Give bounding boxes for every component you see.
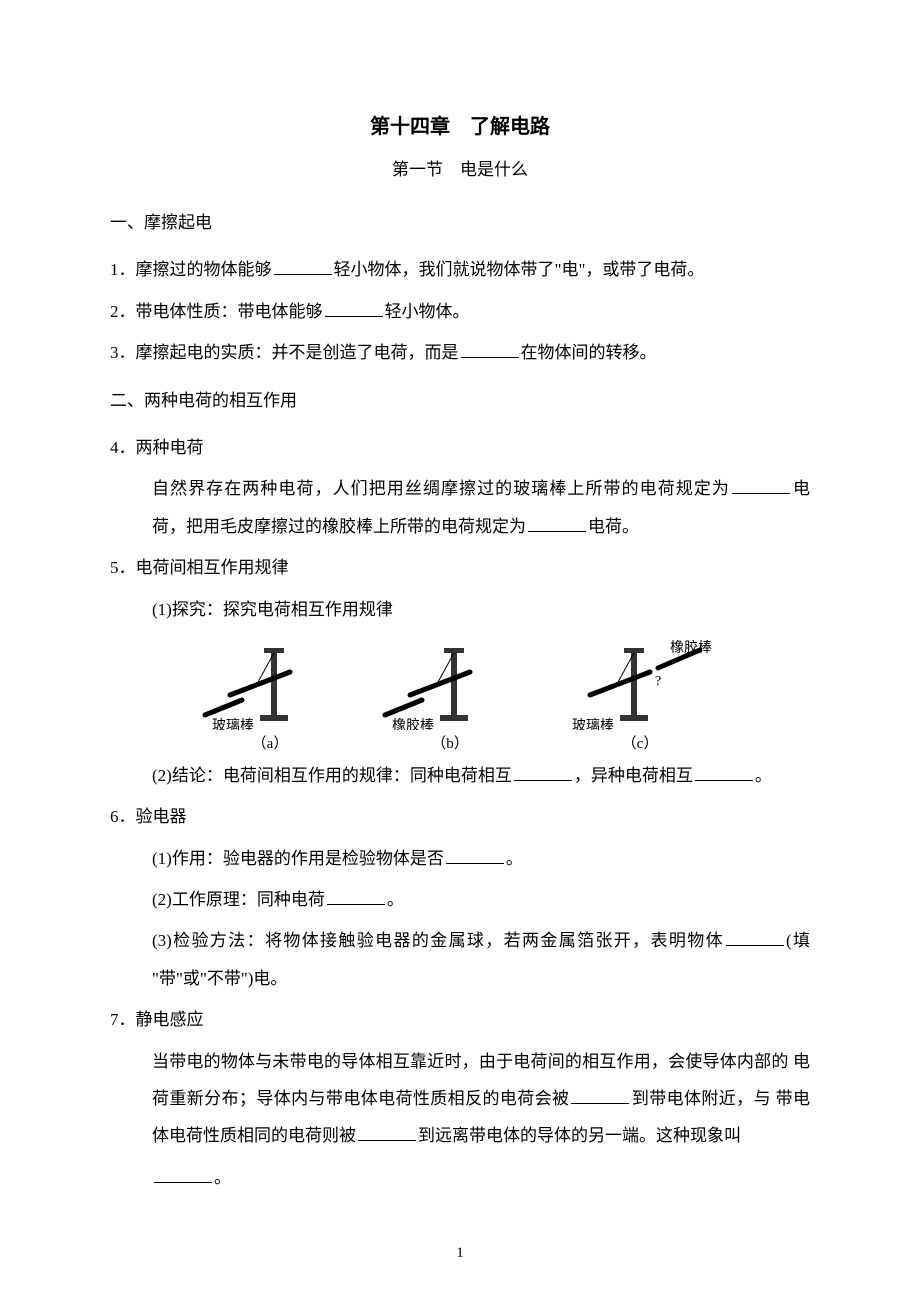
item-4-heading: 两种电荷: [136, 438, 204, 457]
item-2-before: 带电体性质：带电体能够: [136, 302, 323, 321]
blank: [695, 763, 753, 781]
figure-a-rod-label: 玻璃棒: [212, 717, 254, 730]
blank: [446, 846, 504, 864]
blank: [274, 257, 332, 275]
page-number: 1: [0, 1245, 920, 1262]
blank: [327, 887, 385, 905]
question-mark: ?: [655, 674, 661, 689]
blank: [726, 928, 784, 946]
item-7-line3-after: 到远离带电体的导体的另一端。这种现象叫: [418, 1126, 741, 1145]
item-6-sub1-before: (1)作用：验电器的作用是检验物体是否: [152, 849, 444, 868]
figure-c-svg: ? 玻璃棒 橡胶棒: [560, 640, 720, 730]
item-5: 5．电荷间相互作用规律: [110, 549, 810, 586]
blank: [528, 514, 586, 532]
item-7-num: 7．: [110, 1010, 136, 1029]
item-6-num: 6．: [110, 807, 136, 826]
item-3: 3．摩擦起电的实质：并不是创造了电荷，而是 在物体间的转移。: [110, 334, 810, 371]
item-6: 6．验电器: [110, 798, 810, 835]
item-7-line1: 当带电的物体与未带电的导体相互靠近时，由于电荷间的相互作用，会使导体内部的: [152, 1052, 789, 1071]
blank: [514, 763, 572, 781]
item-4-line1-before: 自然界存在两种电荷，人们把用丝绸摩擦过的玻璃棒上所带的电荷规定为: [152, 479, 730, 498]
item-6-sub2-before: (2)工作原理：同种电荷: [152, 890, 325, 909]
item-7-heading: 静电感应: [136, 1010, 204, 1029]
item-7-body: 当带电的物体与未带电的导体相互靠近时，由于电荷间的相互作用，会使导体内部的 电荷…: [110, 1043, 810, 1155]
blank: [358, 1123, 416, 1141]
item-6-sub1: (1)作用：验电器的作用是检验物体是否 。: [110, 840, 810, 877]
figure-c: ? 玻璃棒 橡胶棒 （c）: [560, 640, 720, 753]
item-1: 1．摩擦过的物体能够 轻小物体，我们就说物体带了"电"，或带了电荷。: [110, 251, 810, 288]
section-title: 第一节 电是什么: [110, 155, 810, 180]
item-3-after: 在物体间的转移。: [521, 343, 657, 362]
figure-b: 橡胶棒 （b）: [380, 640, 520, 753]
figure-b-rod-label: 橡胶棒: [392, 717, 434, 730]
figure-c-rod-left-label: 玻璃棒: [572, 717, 614, 730]
item-1-num: 1．: [110, 260, 136, 279]
blank: [732, 476, 790, 494]
item-6-sub3: (3)检验方法：将物体接触验电器的金属球，若两金属箔张开，表明物体 (填 "带"或…: [110, 922, 810, 997]
item-5-sub2-before: (2)结论：电荷间相互作用的规律：同种电荷相互: [152, 766, 512, 785]
item-5-sub1: (1)探究：探究电荷相互作用规律: [110, 591, 810, 628]
item-6-heading: 验电器: [136, 807, 187, 826]
item-4-body: 自然界存在两种电荷，人们把用丝绸摩擦过的玻璃棒上所带的电荷规定为 电 荷，把用毛皮…: [110, 470, 810, 545]
blank: [325, 299, 383, 317]
figure-c-rod-right-label: 橡胶棒: [670, 640, 712, 656]
item-2-num: 2．: [110, 302, 136, 321]
figure-a: 玻璃棒 （a）: [200, 640, 340, 753]
heading-two-charges: 二、两种电荷的相互作用: [110, 382, 810, 419]
blank: [571, 1086, 629, 1104]
item-3-num: 3．: [110, 343, 136, 362]
item-4-line2-after: 电荷。: [588, 517, 639, 536]
heading-friction: 一、摩擦起电: [110, 204, 810, 241]
figure-row: 玻璃棒 （a） 橡胶棒 （b）: [110, 640, 810, 753]
blank: [461, 340, 519, 358]
figure-b-svg: 橡胶棒: [380, 640, 520, 730]
figure-c-label: （c）: [622, 732, 659, 753]
figure-a-label: （a）: [252, 732, 289, 753]
item-7-line4: 。: [110, 1159, 810, 1196]
blank: [154, 1165, 212, 1183]
item-2: 2．带电体性质：带电体能够 轻小物体。: [110, 293, 810, 330]
item-4-num: 4．: [110, 438, 136, 457]
figure-b-label: （b）: [431, 732, 469, 753]
item-5-sub2-after: 。: [755, 766, 772, 785]
item-7-line2-after: 到带电体附近，与: [631, 1089, 771, 1108]
item-4-line2-before: 荷，把用毛皮摩擦过的橡胶棒上所带的电荷规定为: [152, 517, 526, 536]
item-5-sub2: (2)结论：电荷间相互作用的规律：同种电荷相互 ，异种电荷相互 。: [110, 757, 810, 794]
item-5-num: 5．: [110, 558, 136, 577]
item-6-sub3-before: (3)检验方法：将物体接触验电器的金属球，若两金属箔张开，表明物体: [152, 931, 724, 950]
figure-a-svg: 玻璃棒: [200, 640, 340, 730]
item-2-after: 轻小物体。: [385, 302, 470, 321]
item-6-sub1-after: 。: [506, 849, 523, 868]
item-1-before: 摩擦过的物体能够: [136, 260, 272, 279]
item-4-line1-after: 电: [792, 479, 810, 498]
item-5-heading: 电荷间相互作用规律: [136, 558, 289, 577]
item-7: 7．静电感应: [110, 1001, 810, 1038]
item-1-after: 轻小物体，我们就说物体带了"电"，或带了电荷。: [334, 260, 705, 279]
item-6-sub3-after: (填: [786, 931, 810, 950]
item-3-before: 摩擦起电的实质：并不是创造了电荷，而是: [136, 343, 459, 362]
item-6-sub3-line2: "带"或"不带")电。: [152, 969, 287, 988]
item-5-sub2-mid: ，异种电荷相互: [574, 766, 693, 785]
item-4: 4．两种电荷: [110, 429, 810, 466]
item-6-sub2: (2)工作原理：同种电荷 。: [110, 881, 810, 918]
chapter-title: 第十四章 了解电路: [110, 110, 810, 139]
item-6-sub2-after: 。: [387, 890, 404, 909]
item-7-line4-after: 。: [214, 1168, 231, 1187]
